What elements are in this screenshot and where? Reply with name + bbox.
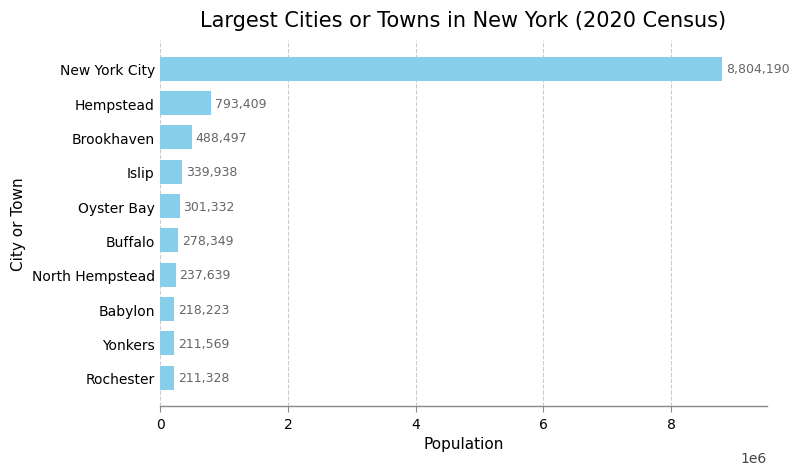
Title: Largest Cities or Towns in New York (2020 Census): Largest Cities or Towns in New York (202… xyxy=(201,11,726,31)
Bar xyxy=(160,263,175,287)
Text: 301,332: 301,332 xyxy=(183,200,234,213)
Text: 211,328: 211,328 xyxy=(178,371,229,385)
Bar xyxy=(160,332,174,356)
Bar xyxy=(160,126,191,150)
Bar xyxy=(160,58,722,81)
Text: 237,639: 237,639 xyxy=(179,268,230,282)
Text: 488,497: 488,497 xyxy=(195,131,247,145)
Text: 339,938: 339,938 xyxy=(186,166,238,179)
Bar xyxy=(160,92,211,116)
Bar xyxy=(160,298,174,321)
Bar xyxy=(160,229,178,253)
Bar xyxy=(160,195,179,218)
X-axis label: Population: Population xyxy=(423,436,504,451)
Bar xyxy=(160,366,174,390)
Text: 1e6: 1e6 xyxy=(741,451,766,465)
Text: 793,409: 793,409 xyxy=(215,97,266,110)
Text: 218,223: 218,223 xyxy=(178,303,230,316)
Y-axis label: City or Town: City or Town xyxy=(11,177,26,270)
Bar xyxy=(160,160,182,184)
Text: 211,569: 211,569 xyxy=(178,337,229,350)
Text: 8,804,190: 8,804,190 xyxy=(726,63,790,76)
Text: 278,349: 278,349 xyxy=(182,234,234,248)
